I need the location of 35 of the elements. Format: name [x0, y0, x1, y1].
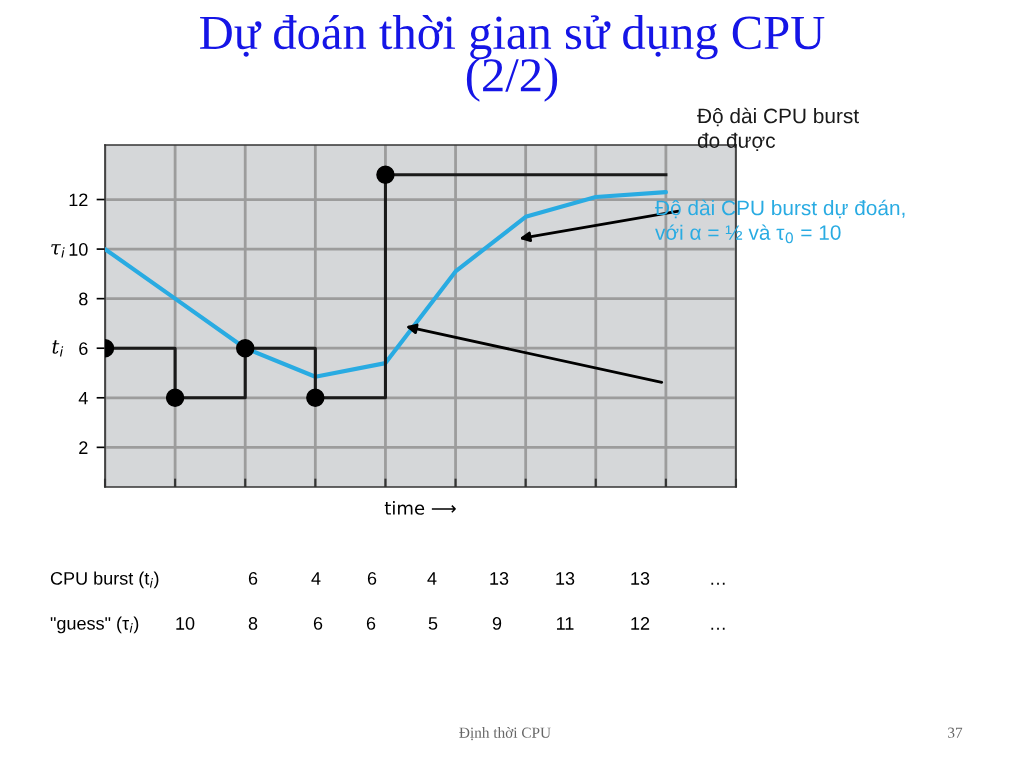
point	[165, 388, 185, 407]
point	[306, 388, 325, 407]
text: 4	[311, 572, 321, 585]
point	[236, 339, 255, 358]
y-tick-label: 8	[79, 292, 88, 306]
y-tick-label: 10	[69, 243, 88, 256]
text: 9	[492, 617, 502, 630]
text: "guess" (τ$_{i}$)	[50, 616, 139, 634]
text: 11	[557, 617, 574, 630]
text: 4	[427, 572, 437, 585]
text: 12	[631, 617, 650, 630]
text: 6	[248, 572, 258, 585]
text: 37	[948, 727, 963, 738]
y-tick-label: 2	[79, 441, 88, 454]
text: …	[711, 627, 725, 630]
point	[376, 165, 395, 184]
text: …	[711, 582, 725, 585]
text: τ$_{i}$	[51, 244, 65, 258]
chart-title: Dự đoán thời gian sử dụng CPU (2/2)	[200, 15, 825, 102]
text: 5	[428, 617, 438, 630]
x-axis-title: time ⟶	[384, 500, 456, 515]
text: 13	[490, 572, 509, 585]
text: 10	[176, 617, 195, 630]
text: 6	[313, 617, 323, 630]
y-tick-label: 12	[69, 193, 88, 207]
text: 13	[556, 572, 575, 585]
y-tick-label: 4	[78, 391, 88, 405]
text: 6	[367, 572, 377, 585]
text: CPU burst (t$_{i}$)	[50, 571, 159, 589]
y-tick-label: 6	[79, 342, 88, 355]
text: 6	[366, 617, 376, 630]
text: Định thời CPU	[459, 727, 551, 741]
text: 13	[631, 572, 650, 585]
text: 8	[248, 617, 258, 630]
text: t$_{i}$	[52, 340, 64, 357]
